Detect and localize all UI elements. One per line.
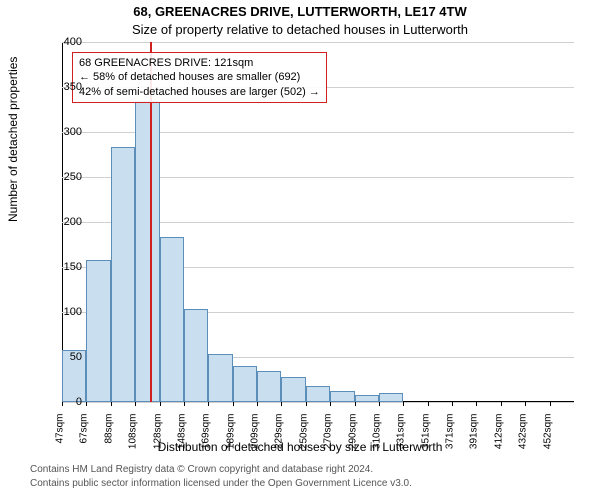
x-tick [550, 402, 551, 406]
y-tick-label: 300 [46, 126, 82, 138]
histogram-bar [355, 395, 379, 402]
histogram-bar [160, 237, 184, 402]
x-tick [160, 402, 161, 406]
x-tick-label: 88sqm [103, 414, 114, 454]
x-tick-label: 412sqm [493, 414, 504, 454]
y-tick-label: 250 [46, 171, 82, 183]
x-tick-label: 169sqm [201, 414, 212, 454]
footer-line-1: Contains HM Land Registry data © Crown c… [30, 464, 373, 475]
x-tick-label: 432sqm [518, 414, 529, 454]
histogram-bar [379, 393, 403, 402]
x-tick-label: 310sqm [371, 414, 382, 454]
histogram-bar [233, 366, 257, 402]
histogram-bar [135, 101, 159, 403]
x-tick [111, 402, 112, 406]
x-tick-label: 209sqm [250, 414, 261, 454]
x-tick [452, 402, 453, 406]
x-tick [257, 402, 258, 406]
histogram-bar [184, 309, 208, 402]
y-tick-label: 400 [46, 36, 82, 48]
x-tick-label: 67sqm [79, 414, 90, 454]
x-tick-label: 108sqm [128, 414, 139, 454]
x-tick [184, 402, 185, 406]
x-tick [233, 402, 234, 406]
y-tick-label: 350 [46, 81, 82, 93]
x-tick-label: 452sqm [542, 414, 553, 454]
y-axis-label: Number of detached properties [6, 57, 20, 222]
y-tick-label: 150 [46, 261, 82, 273]
x-tick-label: 371sqm [445, 414, 456, 454]
x-tick-label: 331sqm [396, 414, 407, 454]
x-tick-label: 391sqm [469, 414, 480, 454]
x-tick [525, 402, 526, 406]
annotation-box: 68 GREENACRES DRIVE: 121sqm ← 58% of det… [72, 52, 327, 103]
y-tick-label: 200 [46, 216, 82, 228]
y-tick-label: 100 [46, 306, 82, 318]
footer-line-2: Contains public sector information licen… [30, 478, 412, 489]
x-tick-label: 270sqm [323, 414, 334, 454]
y-tick-label: 0 [46, 396, 82, 408]
x-tick-label: 229sqm [274, 414, 285, 454]
x-tick-label: 47sqm [55, 414, 66, 454]
histogram-bar [330, 391, 354, 402]
x-tick-label: 128sqm [152, 414, 163, 454]
x-tick [501, 402, 502, 406]
y-tick-label: 50 [46, 351, 82, 363]
chart-title-address: 68, GREENACRES DRIVE, LUTTERWORTH, LE17 … [0, 4, 600, 19]
x-tick [379, 402, 380, 406]
x-tick-label: 351sqm [420, 414, 431, 454]
x-tick [428, 402, 429, 406]
x-tick-label: 290sqm [347, 414, 358, 454]
chart-title-subtitle: Size of property relative to detached ho… [0, 22, 600, 37]
annotation-line-3: 42% of semi-detached houses are larger (… [79, 85, 320, 99]
annotation-line-2: ← 58% of detached houses are smaller (69… [79, 70, 320, 84]
x-tick [135, 402, 136, 406]
histogram-bar [111, 147, 135, 402]
histogram-bar [281, 377, 305, 402]
annotation-line-1: 68 GREENACRES DRIVE: 121sqm [79, 56, 320, 70]
x-tick [355, 402, 356, 406]
histogram-bar [257, 371, 281, 402]
y-gridline [62, 402, 574, 403]
histogram-bar [86, 260, 110, 402]
x-tick [281, 402, 282, 406]
x-tick-label: 189sqm [225, 414, 236, 454]
x-tick [86, 402, 87, 406]
x-tick [403, 402, 404, 406]
x-tick [208, 402, 209, 406]
x-tick-label: 250sqm [298, 414, 309, 454]
x-tick [306, 402, 307, 406]
histogram-bar [306, 386, 330, 402]
x-tick [476, 402, 477, 406]
x-tick [330, 402, 331, 406]
x-tick-label: 148sqm [176, 414, 187, 454]
y-gridline [62, 42, 574, 43]
histogram-bar [208, 354, 232, 402]
